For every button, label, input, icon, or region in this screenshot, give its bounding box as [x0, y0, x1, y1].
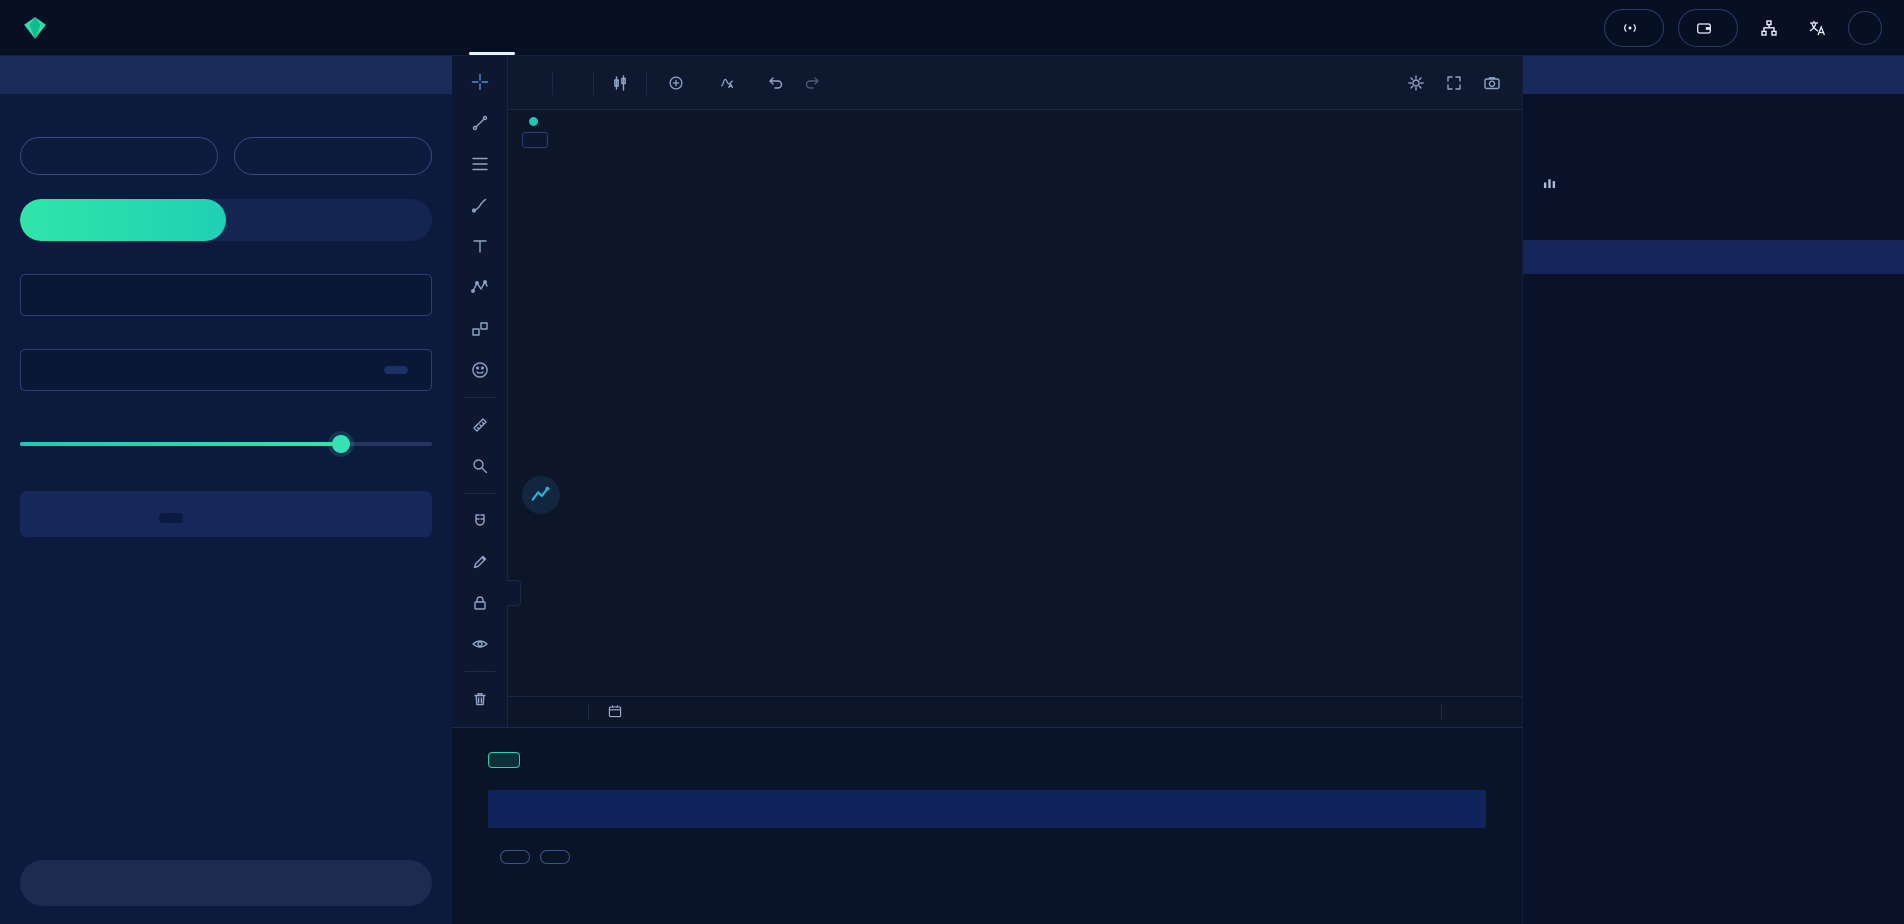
eye-icon[interactable] — [465, 630, 495, 658]
undo-icon[interactable] — [759, 67, 791, 99]
trade-panel — [0, 56, 452, 924]
go-to-date-calendar-icon[interactable] — [603, 700, 627, 725]
brand[interactable] — [22, 15, 452, 41]
tools-divider — [464, 396, 495, 398]
brand-logo-icon — [22, 15, 48, 41]
margin-manage-button[interactable] — [500, 850, 530, 864]
trade-submit-button[interactable] — [20, 860, 432, 906]
trades-table-body — [1523, 274, 1904, 924]
top-nav — [0, 0, 1904, 56]
indicators-button[interactable] — [708, 68, 753, 98]
text-tool-icon[interactable] — [465, 232, 495, 260]
chart-main — [507, 56, 1522, 727]
wallet-icon — [1695, 19, 1713, 37]
symbol-button[interactable] — [522, 77, 542, 89]
buy-long-tab[interactable] — [20, 199, 226, 241]
slider-fill — [20, 442, 341, 446]
chart-style-icon[interactable] — [604, 67, 636, 99]
max-button[interactable] — [384, 366, 408, 374]
nav-tabs — [492, 0, 608, 55]
trendline-icon[interactable] — [465, 109, 495, 137]
interval-button[interactable] — [563, 77, 583, 89]
hide-drawings-toggle[interactable] — [507, 580, 521, 606]
position-row — [488, 828, 1486, 886]
amount-field-wrap — [20, 274, 432, 316]
broadcast-icon — [1621, 19, 1639, 37]
emoji-icon[interactable] — [465, 356, 495, 384]
language-icon[interactable] — [1800, 11, 1834, 45]
positions-panel — [452, 728, 1522, 924]
fullscreen-icon[interactable] — [1438, 67, 1470, 99]
trade-summary — [20, 571, 432, 621]
center-column — [452, 56, 1522, 924]
log-scale-button[interactable] — [1478, 709, 1486, 715]
crosshair-icon[interactable] — [465, 68, 495, 96]
redo-icon[interactable] — [797, 67, 829, 99]
magnet-icon[interactable] — [465, 507, 495, 535]
zero-gas-deposit-button[interactable] — [20, 137, 218, 175]
market-info-title — [1523, 56, 1904, 94]
auto-scale-button[interactable] — [1500, 709, 1508, 715]
tab-positions[interactable] — [488, 752, 520, 768]
tradingview-logo[interactable] — [522, 476, 560, 514]
trade-panel-content — [0, 94, 452, 924]
amount-input[interactable] — [34, 286, 408, 304]
range-3m-button[interactable] — [522, 709, 530, 715]
bar-chart-icon[interactable] — [1543, 176, 1556, 192]
tools-divider — [464, 670, 495, 672]
zoom-icon[interactable] — [465, 452, 495, 480]
drawing-tools — [452, 56, 508, 727]
chart-toolbar — [508, 56, 1522, 110]
pair-selector[interactable] — [0, 56, 452, 94]
margin-input[interactable] — [34, 361, 374, 379]
percent-scale-button[interactable] — [1456, 709, 1464, 715]
snapshot-camera-icon[interactable] — [1476, 67, 1508, 99]
withdraw-button[interactable] — [234, 137, 432, 175]
slippage-option-2[interactable] — [285, 513, 309, 523]
market-info-rows — [1523, 94, 1904, 240]
measure-icon[interactable] — [465, 411, 495, 439]
close-position-button[interactable] — [540, 850, 570, 864]
slippage-option-1[interactable] — [159, 513, 184, 523]
forecast-icon[interactable] — [465, 314, 495, 342]
edit-icon[interactable] — [465, 548, 495, 576]
fib-retracement-icon[interactable] — [465, 150, 495, 178]
market-panel — [1522, 56, 1904, 924]
positions-table-header — [488, 790, 1486, 828]
lock-icon[interactable] — [465, 589, 495, 617]
margin-field-wrap — [20, 349, 432, 391]
range-1d-button[interactable] — [566, 709, 574, 715]
wallet-button[interactable] — [1678, 8, 1738, 47]
collapse-indicators-button[interactable] — [522, 132, 548, 148]
slippage-option-0[interactable] — [34, 513, 58, 523]
trades-table-header — [1523, 240, 1904, 274]
chart-canvas[interactable] — [507, 110, 1522, 727]
main-body — [0, 56, 1904, 924]
chart-settings-gear-icon[interactable] — [1400, 67, 1432, 99]
funding-rate-label — [1537, 176, 1556, 192]
chart-region — [452, 56, 1522, 728]
range-5d-button[interactable] — [544, 709, 552, 715]
slippage-box — [20, 491, 432, 537]
side-tabs — [20, 199, 432, 241]
price-chart[interactable] — [508, 110, 1522, 696]
trash-icon[interactable] — [465, 685, 495, 713]
brush-icon[interactable] — [465, 191, 495, 219]
pattern-icon[interactable] — [465, 273, 495, 301]
network-button[interactable] — [1604, 8, 1664, 47]
sitemap-icon[interactable] — [1752, 11, 1786, 45]
slider-thumb[interactable] — [331, 435, 350, 453]
tools-divider — [464, 492, 495, 494]
leverage-slider[interactable] — [20, 435, 432, 453]
chart-bottom-controls — [508, 696, 1522, 727]
nav-right — [1604, 8, 1882, 47]
sell-short-tab[interactable] — [226, 199, 432, 241]
more-icon[interactable] — [1848, 10, 1882, 45]
compare-button[interactable] — [657, 68, 702, 98]
